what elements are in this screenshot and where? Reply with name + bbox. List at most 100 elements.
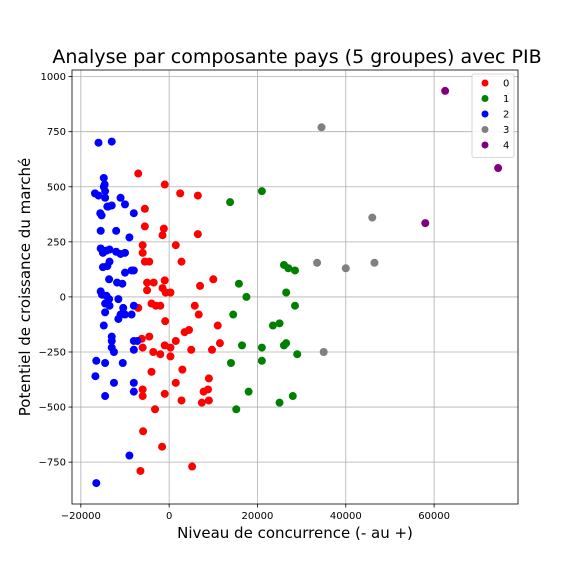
data-point-series-0 <box>180 328 189 337</box>
data-point-series-0 <box>213 321 222 330</box>
data-point-series-0 <box>166 288 175 297</box>
data-point-series-0 <box>138 248 147 257</box>
x-tick-label: 40000 <box>330 511 362 522</box>
legend-label-4: 4 <box>503 141 509 152</box>
data-point-series-2 <box>109 347 118 356</box>
legend-marker-3 <box>481 126 489 133</box>
data-point-series-1 <box>288 392 297 401</box>
data-point-series-0 <box>147 367 156 376</box>
data-point-series-2 <box>112 226 121 235</box>
legend-label-2: 2 <box>503 110 509 121</box>
data-point-series-1 <box>232 405 241 414</box>
data-point-series-0 <box>199 387 208 396</box>
data-point-series-2 <box>109 378 118 387</box>
legend-box <box>471 73 515 158</box>
data-point-series-0 <box>138 241 147 250</box>
data-point-series-0 <box>177 396 186 405</box>
data-point-series-1 <box>291 266 299 275</box>
x-axis-ticks: −20000 0 20000 40000 60000 <box>61 504 450 522</box>
data-point-series-0 <box>139 427 148 436</box>
data-point-series-0 <box>158 442 167 451</box>
grid-lines <box>72 70 518 504</box>
y-tick-label: 750 <box>47 127 66 138</box>
data-point-series-2 <box>107 336 116 345</box>
data-point-series-4 <box>494 164 503 173</box>
data-point-series-2 <box>94 138 103 147</box>
data-point-series-3 <box>368 213 377 222</box>
data-point-series-1 <box>238 341 247 350</box>
data-point-series-0 <box>158 231 167 240</box>
legend-marker-2 <box>481 110 489 118</box>
data-point-series-2 <box>97 211 106 220</box>
data-point-series-0 <box>194 310 203 319</box>
data-point-series-2 <box>129 387 138 396</box>
data-point-series-0 <box>151 405 160 414</box>
data-point-series-1 <box>268 321 277 330</box>
data-point-series-1 <box>293 350 302 359</box>
data-point-series-1 <box>291 301 299 310</box>
data-point-series-2 <box>92 479 101 488</box>
data-point-series-0 <box>134 169 143 178</box>
data-point-series-0 <box>160 389 169 398</box>
data-points <box>90 86 503 488</box>
data-point-series-2 <box>118 359 127 368</box>
data-point-series-2 <box>116 193 125 202</box>
legend-label-1: 1 <box>503 94 509 105</box>
data-point-series-2 <box>94 191 103 200</box>
data-point-series-2 <box>101 359 110 368</box>
data-point-series-1 <box>257 187 266 196</box>
x-axis-label: Niveau de concurrence (- au +) <box>177 524 413 542</box>
data-point-series-2 <box>105 301 114 310</box>
legend: 0 1 2 3 4 <box>471 73 515 158</box>
data-point-series-0 <box>209 275 218 284</box>
data-point-series-2 <box>120 268 129 277</box>
data-point-series-2 <box>103 262 112 271</box>
data-point-series-2 <box>91 372 100 381</box>
data-point-series-0 <box>160 180 169 189</box>
data-point-series-0 <box>176 189 185 198</box>
data-point-series-2 <box>125 451 134 460</box>
data-point-series-2 <box>129 266 138 275</box>
data-point-series-0 <box>171 336 180 345</box>
x-tick-label: −20000 <box>61 511 101 522</box>
data-point-series-2 <box>92 356 101 365</box>
data-point-series-0 <box>193 191 202 200</box>
data-point-series-0 <box>190 301 199 310</box>
data-point-series-1 <box>242 292 251 301</box>
legend-label-3: 3 <box>503 125 509 136</box>
data-point-series-0 <box>204 396 213 405</box>
data-point-series-0 <box>140 222 149 231</box>
legend-label-0: 0 <box>503 79 509 90</box>
data-point-series-0 <box>187 345 196 354</box>
x-tick-label: 60000 <box>418 511 450 522</box>
data-point-series-0 <box>215 339 224 348</box>
y-tick-label: 1000 <box>41 72 66 83</box>
data-point-series-0 <box>145 257 154 266</box>
data-point-series-4 <box>421 219 430 228</box>
data-point-series-1 <box>226 198 235 207</box>
data-point-series-2 <box>120 200 129 209</box>
data-point-series-0 <box>207 345 216 354</box>
data-point-series-2 <box>101 308 110 317</box>
y-tick-label: 0 <box>60 292 66 303</box>
data-point-series-3 <box>341 264 350 273</box>
data-point-series-0 <box>166 343 175 352</box>
data-point-series-0 <box>143 286 152 295</box>
data-point-series-2 <box>125 233 134 242</box>
y-axis-ticks: −750 −500 −250 0 250 500 750 1000 <box>39 72 72 469</box>
data-point-series-2 <box>105 245 114 254</box>
data-point-series-2 <box>114 314 123 323</box>
y-tick-label: 500 <box>47 182 66 193</box>
data-point-series-2 <box>99 173 108 182</box>
data-point-series-0 <box>171 241 180 250</box>
data-point-series-2 <box>129 345 138 354</box>
data-point-series-2 <box>104 202 113 211</box>
data-point-series-2 <box>129 209 138 218</box>
data-point-series-0 <box>136 466 145 475</box>
data-point-series-1 <box>234 279 243 288</box>
x-tick-label: 0 <box>166 511 172 522</box>
y-tick-label: 250 <box>47 237 66 248</box>
chart-title: Analyse par composante pays (5 groupes) … <box>52 46 541 68</box>
data-point-series-4 <box>441 86 450 95</box>
